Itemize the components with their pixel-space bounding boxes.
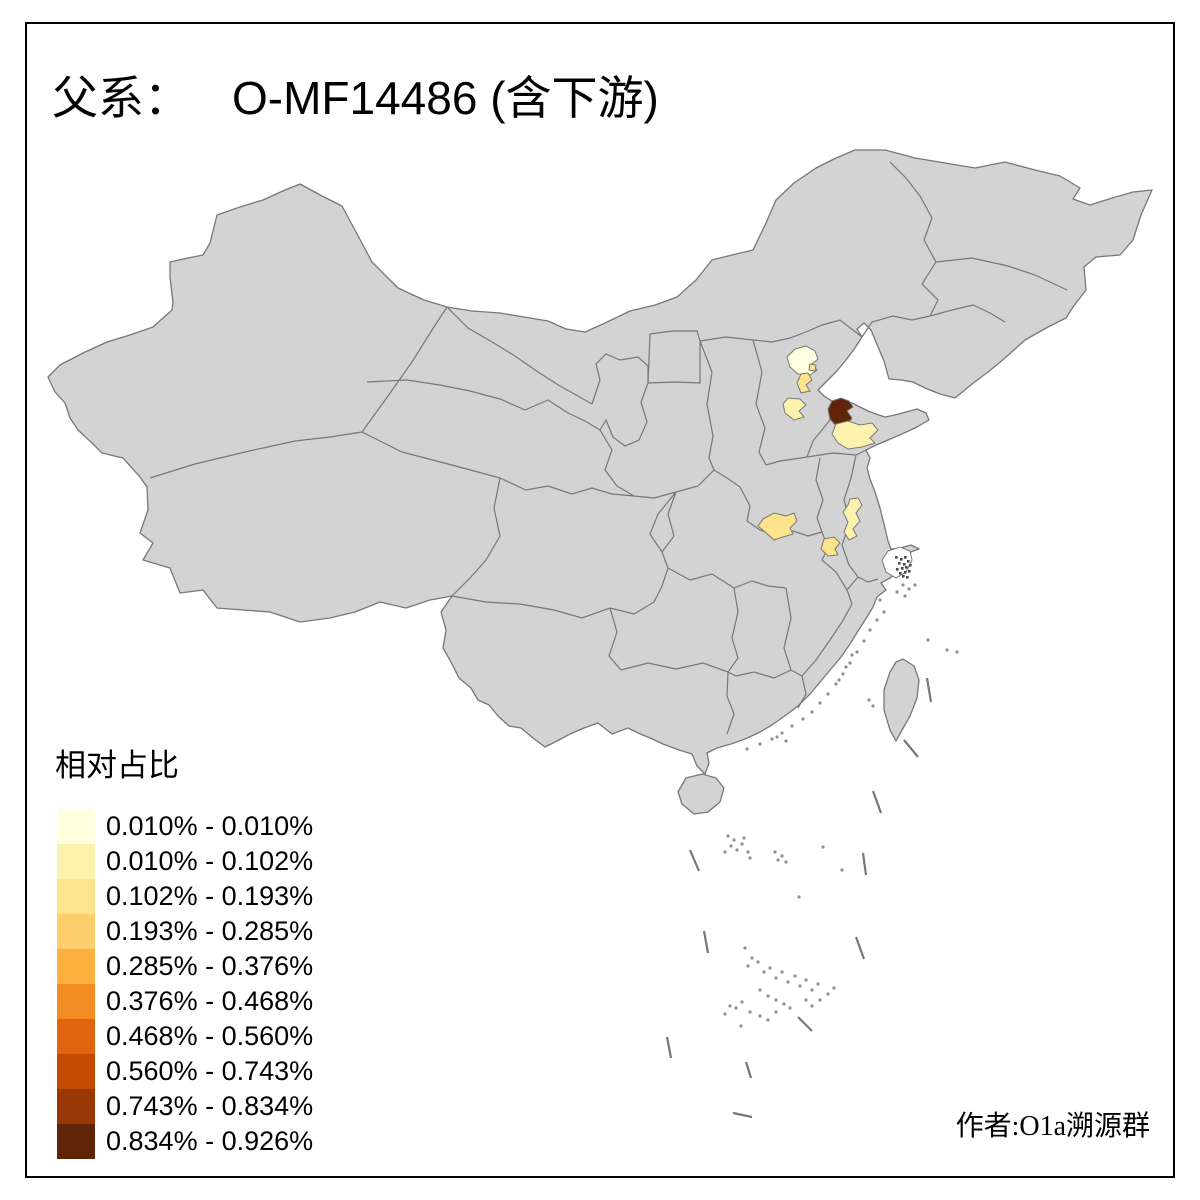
legend-label: 0.010% - 0.010% — [106, 811, 314, 841]
legend-label: 0.743% - 0.834% — [106, 1091, 314, 1121]
legend-row: 0.285% - 0.376% — [57, 949, 313, 984]
legend-label: 0.010% - 0.102% — [106, 846, 314, 876]
legend-label: 0.102% - 0.193% — [106, 881, 314, 911]
legend-swatch-1 — [57, 844, 95, 879]
legend-label: 0.468% - 0.560% — [106, 1021, 314, 1051]
legend-row: 0.468% - 0.560% — [57, 1019, 313, 1054]
province-borders — [149, 161, 1068, 735]
coastal-islets — [723, 583, 959, 1028]
legend-rows: 0.010% - 0.010% 0.010% - 0.102% 0.102% - 0… — [57, 809, 313, 1159]
taiwan-island — [883, 658, 920, 742]
legend-row: 0.102% - 0.193% — [57, 879, 313, 914]
region-jiangsu — [842, 497, 863, 541]
map-title-main: O-MF14486 (含下游) — [232, 72, 659, 124]
legend-title: 相对占比 — [55, 748, 179, 783]
region-beijing-district — [808, 363, 817, 372]
legend-row: 0.193% - 0.285% — [57, 914, 313, 949]
highlighted-regions — [757, 345, 913, 579]
legend-swatch-8 — [57, 1089, 95, 1124]
legend-row: 0.560% - 0.743% — [57, 1054, 313, 1089]
hainan-island — [677, 773, 725, 815]
legend-label: 0.285% - 0.376% — [106, 951, 314, 981]
region-shandong-delta — [827, 397, 854, 428]
legend-swatch-4 — [57, 949, 95, 984]
legend-swatch-0 — [57, 809, 95, 844]
legend-row: 0.010% - 0.010% — [57, 809, 313, 844]
legend: 相对占比 0.010% - 0.010% 0.010% - 0.102% 0.102… — [54, 740, 313, 1159]
mainland-outline — [47, 149, 1153, 775]
legend-label: 0.376% - 0.468% — [106, 986, 314, 1016]
legend-row: 0.743% - 0.834% — [57, 1089, 313, 1124]
legend-swatch-3 — [57, 914, 95, 949]
legend-row: 0.010% - 0.102% — [57, 844, 313, 879]
legend-label: 0.193% - 0.285% — [106, 916, 314, 946]
base-landmass — [47, 149, 1153, 815]
region-shandong-central — [831, 420, 879, 450]
author-credit: 作者:O1a溯源群 — [955, 1111, 1150, 1142]
map-title: 父系： O-MF14486 (含下游) — [52, 62, 659, 128]
map-title-prefix: 父系： — [52, 73, 190, 124]
region-hebei — [782, 397, 807, 421]
legend-label: 0.834% - 0.926% — [106, 1126, 314, 1156]
sea-boundary-dashes — [665, 677, 933, 1119]
legend-swatch-7 — [57, 1054, 95, 1089]
region-anhui — [820, 536, 841, 557]
legend-row: 0.376% - 0.468% — [57, 984, 313, 1019]
shanghai-speckles — [895, 556, 912, 579]
region-tianjin — [796, 372, 813, 394]
region-henan — [757, 512, 798, 541]
legend-label: 0.560% - 0.743% — [106, 1056, 314, 1086]
legend-swatch-5 — [57, 984, 95, 1019]
plot-frame — [25, 22, 1175, 1178]
legend-swatch-9 — [57, 1124, 95, 1159]
legend-swatch-6 — [57, 1019, 95, 1054]
legend-swatch-2 — [57, 879, 95, 914]
legend-row: 0.834% - 0.926% — [57, 1124, 313, 1159]
